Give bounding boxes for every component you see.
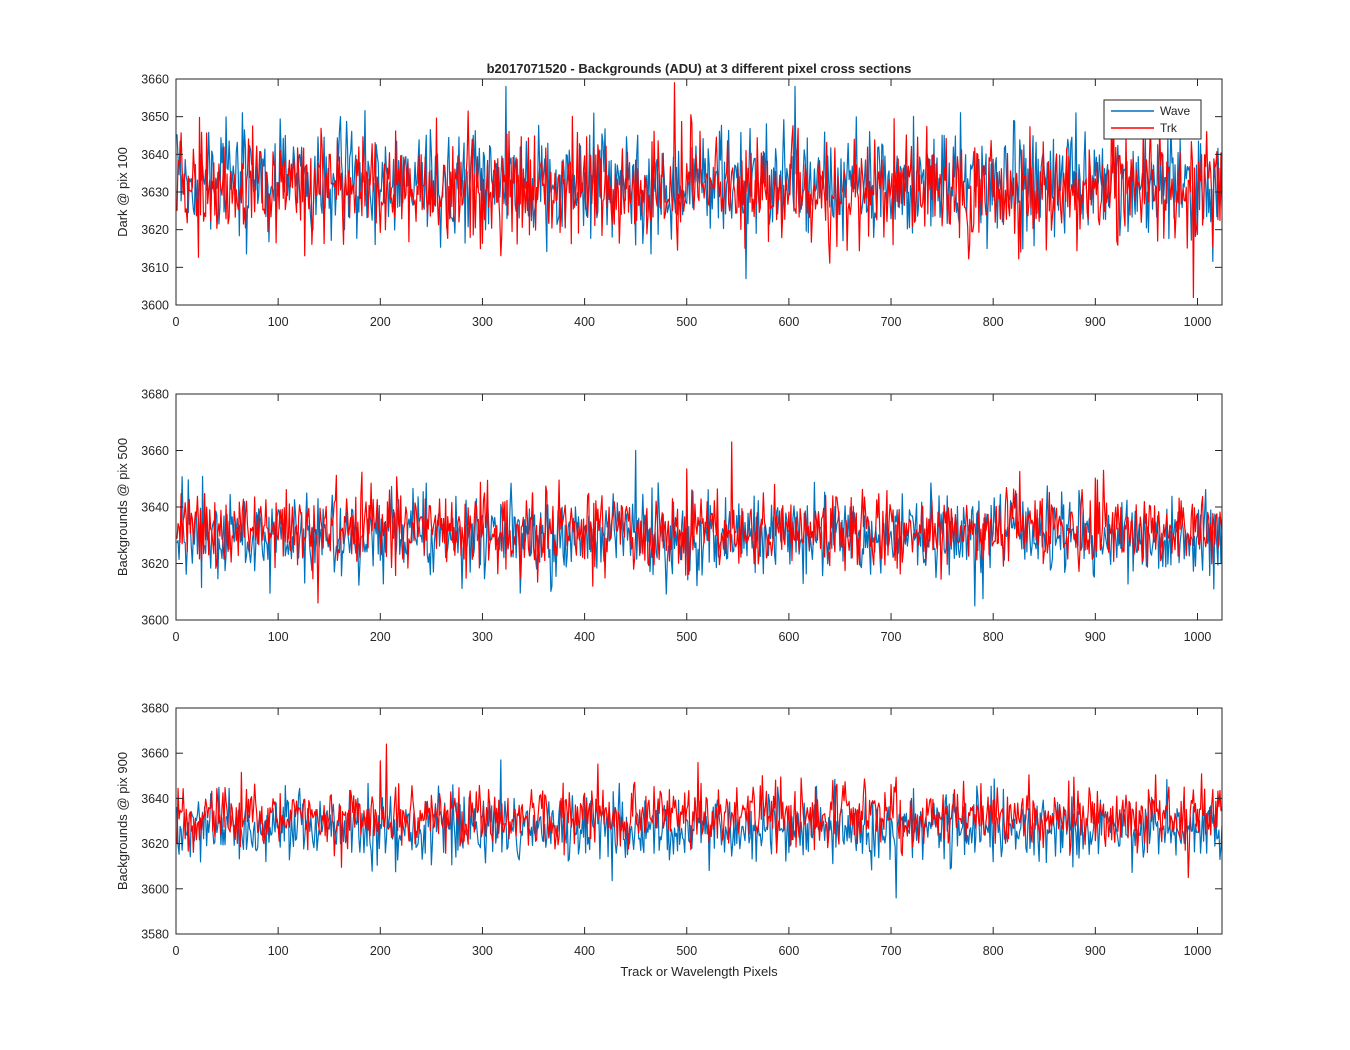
y-tick-label: 3630 xyxy=(141,186,169,200)
x-tick-label: 200 xyxy=(370,630,391,644)
series-wave-line xyxy=(176,759,1222,899)
x-tick-label: 600 xyxy=(778,944,799,958)
legend-label-trk: Trk xyxy=(1160,121,1178,135)
x-tick-label: 900 xyxy=(1085,315,1106,329)
y-axis-label: Dark @ pix 100 xyxy=(115,147,130,237)
x-tick-label: 1000 xyxy=(1184,315,1212,329)
y-tick-label: 3660 xyxy=(141,73,169,87)
legend-box xyxy=(1103,99,1202,140)
y-tick-label: 3640 xyxy=(141,148,169,162)
plot-area-2 xyxy=(176,441,1222,607)
x-tick-label: 800 xyxy=(983,944,1004,958)
x-tick-label: 400 xyxy=(574,315,595,329)
y-axis-label: Backgrounds @ pix 900 xyxy=(115,752,130,890)
x-tick-label: 900 xyxy=(1085,630,1106,644)
legend-label-wave: Wave xyxy=(1160,104,1191,118)
x-tick-label: 300 xyxy=(472,315,493,329)
y-axis-label: Backgrounds @ pix 500 xyxy=(115,438,130,576)
x-tick-label: 300 xyxy=(472,630,493,644)
y-tick-label: 3600 xyxy=(141,882,169,896)
y-tick-label: 3620 xyxy=(141,223,169,237)
x-tick-label: 0 xyxy=(173,630,180,644)
y-tick-label: 3600 xyxy=(141,614,169,628)
subplot-1: 0 100 200 300 400 500 600 700 800 900 1000 3600 3610… xyxy=(115,73,1223,329)
x-tick-label: 200 xyxy=(370,315,391,329)
y-tick-label: 3650 xyxy=(141,110,169,124)
y-tick-label: 3620 xyxy=(141,837,169,851)
plot-area-1 xyxy=(176,82,1222,299)
x-tick-label: 1000 xyxy=(1184,630,1212,644)
y-tick-label: 3580 xyxy=(141,928,169,942)
series-trk-line xyxy=(176,441,1222,604)
x-tick-label: 700 xyxy=(881,630,902,644)
y-tick-label: 3640 xyxy=(141,501,169,515)
y-tick-label: 3660 xyxy=(141,747,169,761)
subplot-3: 0 100 200 300 400 500 600 700 800 900 1000 3580 3600… xyxy=(115,702,1223,958)
x-tick-label: 700 xyxy=(881,944,902,958)
x-axis-label: Track or Wavelength Pixels xyxy=(620,964,778,979)
y-tick-label: 3680 xyxy=(141,388,169,402)
x-tick-label: 0 xyxy=(173,315,180,329)
legend: Wave Trk xyxy=(1103,99,1202,140)
x-tick-label: 900 xyxy=(1085,944,1106,958)
x-tick-label: 500 xyxy=(676,944,697,958)
x-tick-label: 400 xyxy=(574,630,595,644)
y-tick-label: 3660 xyxy=(141,444,169,458)
x-tick-label: 400 xyxy=(574,944,595,958)
x-tick-label: 500 xyxy=(676,630,697,644)
figure-title: b2017071520 - Backgrounds (ADU) at 3 dif… xyxy=(487,61,912,76)
x-tick-label: 100 xyxy=(268,944,289,958)
plot-area-3 xyxy=(176,743,1222,899)
y-tick-label: 3680 xyxy=(141,702,169,716)
x-tick-label: 800 xyxy=(983,630,1004,644)
x-tick-label: 100 xyxy=(268,315,289,329)
y-tick-label: 3600 xyxy=(141,299,169,313)
y-tick-label: 3620 xyxy=(141,557,169,571)
y-tick-label: 3610 xyxy=(141,261,169,275)
x-tick-label: 700 xyxy=(881,315,902,329)
x-tick-label: 600 xyxy=(778,315,799,329)
x-tick-label: 500 xyxy=(676,315,697,329)
subplots: 0 100 200 300 400 500 600 700 800 900 100036003610… xyxy=(115,73,1223,958)
x-tick-label: 100 xyxy=(268,630,289,644)
x-tick-label: 0 xyxy=(173,944,180,958)
series-trk-line xyxy=(176,82,1222,299)
x-tick-label: 600 xyxy=(778,630,799,644)
x-tick-label: 300 xyxy=(472,944,493,958)
axes-box xyxy=(175,707,1223,935)
x-tick-label: 1000 xyxy=(1184,944,1212,958)
x-tick-label: 800 xyxy=(983,315,1004,329)
y-tick-label: 3640 xyxy=(141,792,169,806)
subplot-2: 0 100 200 300 400 500 600 700 800 900 1000 3600 3620… xyxy=(115,388,1223,644)
series-trk-line xyxy=(176,743,1222,879)
x-tick-label: 200 xyxy=(370,944,391,958)
